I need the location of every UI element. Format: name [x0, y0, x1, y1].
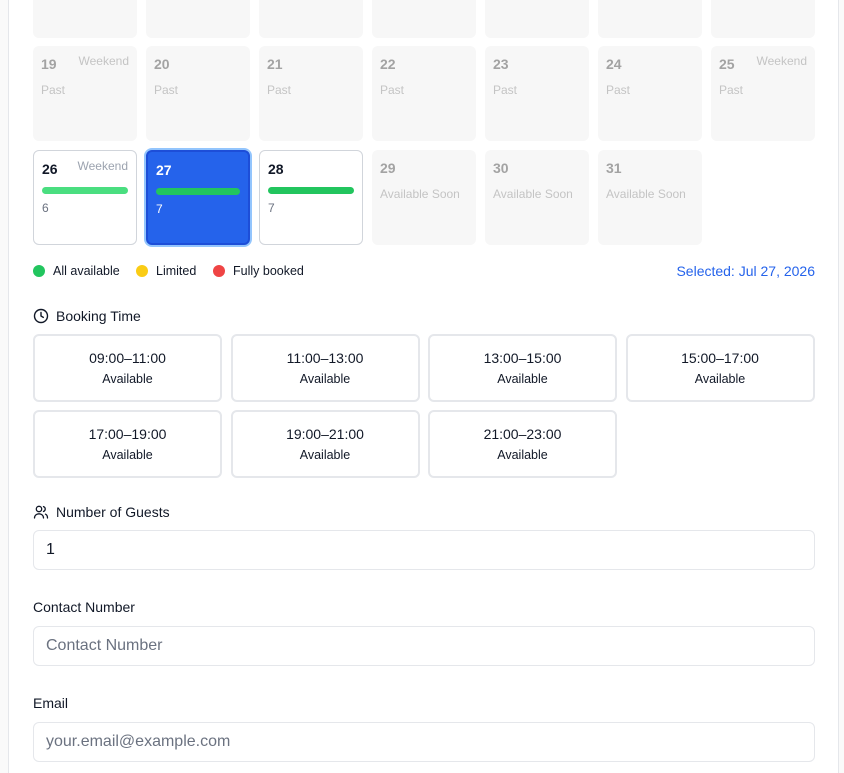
section-label: Contact Number [33, 599, 135, 615]
day-number: 23 [493, 56, 509, 72]
calendar-day: 29 Available Soon [372, 150, 476, 245]
legend-label: Fully booked [233, 264, 304, 278]
calendar-day[interactable]: 27 7 [146, 150, 250, 245]
slot-status: Available [497, 448, 548, 462]
day-number: 27 [156, 162, 172, 178]
slot-time: 19:00–21:00 [286, 426, 364, 442]
calendar-day: 22 Past [372, 46, 476, 141]
day-note: Available Soon [493, 187, 573, 201]
day-number: 30 [493, 160, 509, 176]
slot-status: Available [299, 448, 351, 462]
slot-status: Available [694, 372, 746, 386]
calendar-day: 19 Weekend Past [33, 46, 137, 141]
time-slot[interactable]: 15:00–17:00 Available [625, 334, 815, 402]
time-slot[interactable]: 21:00–23:00 Available [428, 410, 617, 478]
availability-bar [156, 188, 240, 195]
calendar-cell [598, 0, 702, 38]
email-input[interactable]: your.email@example.com [33, 722, 815, 762]
time-slot[interactable]: 13:00–15:00 Available [428, 334, 617, 402]
day-number: 22 [380, 56, 396, 72]
legend-dot [33, 265, 45, 277]
slot-time: 15:00–17:00 [681, 350, 759, 366]
clock-icon [33, 308, 49, 324]
legend-dot [136, 265, 148, 277]
day-note: Past [41, 83, 66, 97]
calendar-cell [33, 0, 137, 38]
availability-count: 6 [42, 201, 49, 215]
calendar-day[interactable]: 26 Weekend 6 [33, 150, 137, 245]
users [33, 505, 49, 519]
calendar-cell [485, 0, 589, 38]
calendar-cell [146, 0, 250, 38]
calendar-day: 30 Available Soon [485, 150, 589, 245]
day-note: Past [606, 83, 631, 97]
legend-label: All available [53, 264, 120, 278]
slot-status: Available [102, 372, 153, 386]
day-tag: Weekend [77, 159, 128, 173]
day-number: 19 [41, 56, 57, 72]
section-label: Number of Guests [56, 504, 170, 520]
day-note: Available Soon [606, 187, 686, 201]
slot-status: Available [102, 448, 153, 462]
day-number: 31 [606, 160, 622, 176]
availability-count: 7 [156, 202, 163, 216]
calendar-day[interactable]: 28 7 [259, 150, 363, 245]
section-label: Booking Time [56, 308, 141, 324]
calendar-day: 23 Past [485, 46, 589, 141]
time-slot[interactable]: 17:00–19:00 Available [33, 410, 222, 478]
day-number: 26 [42, 161, 58, 177]
booking-card: 19 Weekend Past 20 Past 21 Past 22 Past 23 Past 24 P… [8, 0, 839, 773]
slot-time: 21:00–23:00 [483, 426, 562, 442]
day-number: 29 [380, 160, 396, 176]
calendar-cell [711, 0, 815, 38]
slot-time: 09:00–11:00 [89, 350, 166, 366]
day-number: 25 [719, 56, 735, 72]
slot-time: 17:00–19:00 [88, 426, 167, 442]
time-slot[interactable]: 19:00–21:00 Available [230, 410, 420, 478]
day-note: Past [719, 83, 744, 97]
time-slot[interactable]: 09:00–11:00 Available [33, 334, 222, 402]
calendar-cell [259, 0, 363, 38]
calendar-day: 25 Weekend Past [711, 46, 815, 141]
availability-bar [42, 187, 128, 194]
calendar-day: 31 Available Soon [598, 150, 702, 245]
time-slot[interactable]: 11:00–13:00 Available [230, 334, 420, 402]
day-number: 20 [154, 56, 170, 72]
availability-count: 7 [268, 201, 275, 215]
day-number: 21 [267, 56, 283, 72]
day-note: Past [493, 83, 518, 97]
contact-input[interactable]: Contact Number [33, 626, 815, 666]
calendar-cell [372, 0, 476, 38]
selected-date: Selected: Jul 27, 2026 [676, 263, 815, 279]
availability-bar [268, 187, 354, 194]
calendar-day: 20 Past [146, 46, 250, 141]
day-number: 24 [606, 56, 622, 72]
legend-label: Limited [156, 264, 197, 278]
slot-time: 13:00–15:00 [483, 350, 562, 366]
slot-time: 11:00–13:00 [286, 350, 364, 366]
day-note: Past [154, 83, 179, 97]
user-icon [33, 504, 49, 520]
day-note: Past [380, 83, 405, 97]
calendar-day: 24 Past [598, 46, 702, 141]
guests-input[interactable]: 1 [33, 530, 815, 570]
day-note: Past [267, 83, 292, 97]
legend-dot [213, 265, 225, 277]
slot-status: Available [299, 372, 351, 386]
day-note: Available Soon [380, 187, 460, 201]
day-tag: Weekend [756, 54, 807, 68]
calendar-day: 21 Past [259, 46, 363, 141]
clock [33, 308, 49, 324]
slot-status: Available [497, 372, 548, 386]
day-number: 28 [268, 161, 284, 177]
section-label: Email [33, 695, 69, 711]
day-tag: Weekend [78, 54, 129, 68]
